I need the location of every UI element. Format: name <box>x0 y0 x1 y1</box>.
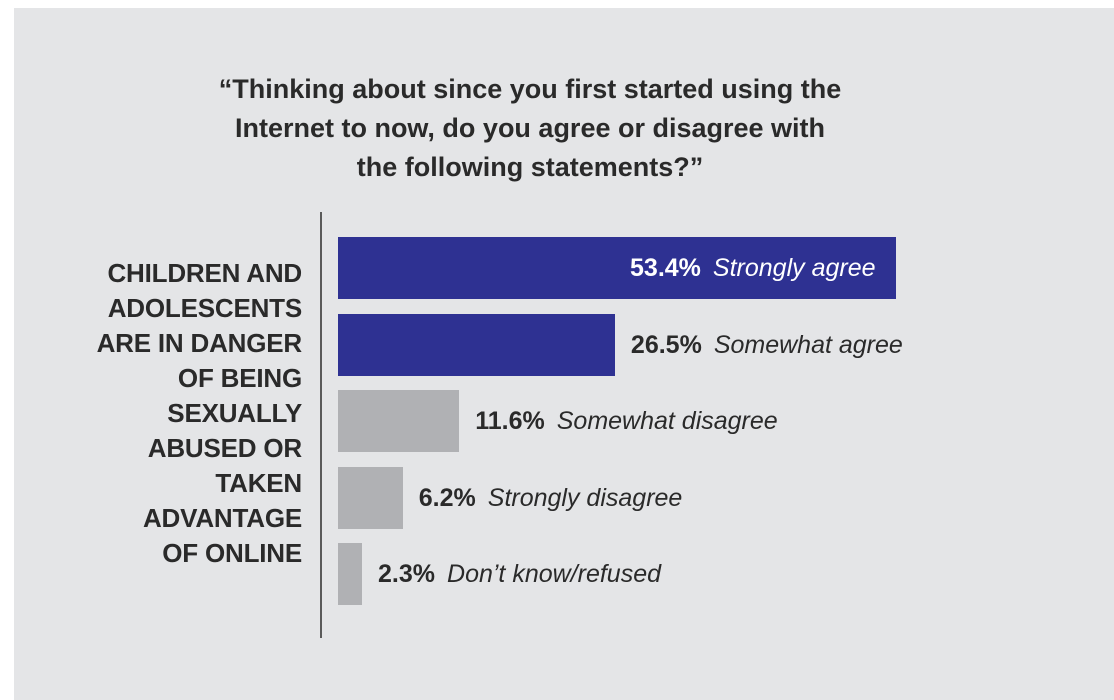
bar-label-4: 6.2% Strongly disagree <box>419 484 683 512</box>
bar-category-label: Strongly agree <box>713 254 876 282</box>
bar-label-2: 26.5% Somewhat agree <box>631 331 903 359</box>
bar-4 <box>338 467 403 529</box>
bar-3 <box>338 390 459 452</box>
bar-category-label: Somewhat agree <box>714 331 903 359</box>
bar-value-label: 53.4% <box>630 254 701 282</box>
bar-value-label: 6.2% <box>419 484 476 512</box>
bar-label-5: 2.3% Don’t know/refused <box>378 560 661 588</box>
bar-label-1: 53.4% Strongly agree <box>630 254 876 282</box>
bar-value-label: 26.5% <box>631 331 702 359</box>
bar-category-label: Strongly disagree <box>488 484 683 512</box>
bar-label-3: 11.6% Somewhat disagree <box>475 407 777 435</box>
bar-value-label: 11.6% <box>475 407 545 435</box>
bar-5 <box>338 543 362 605</box>
bar-category-label: Somewhat disagree <box>557 407 778 435</box>
bar-2 <box>338 314 615 376</box>
bar-value-label: 2.3% <box>378 560 435 588</box>
bar-category-label: Don’t know/refused <box>447 560 661 588</box>
